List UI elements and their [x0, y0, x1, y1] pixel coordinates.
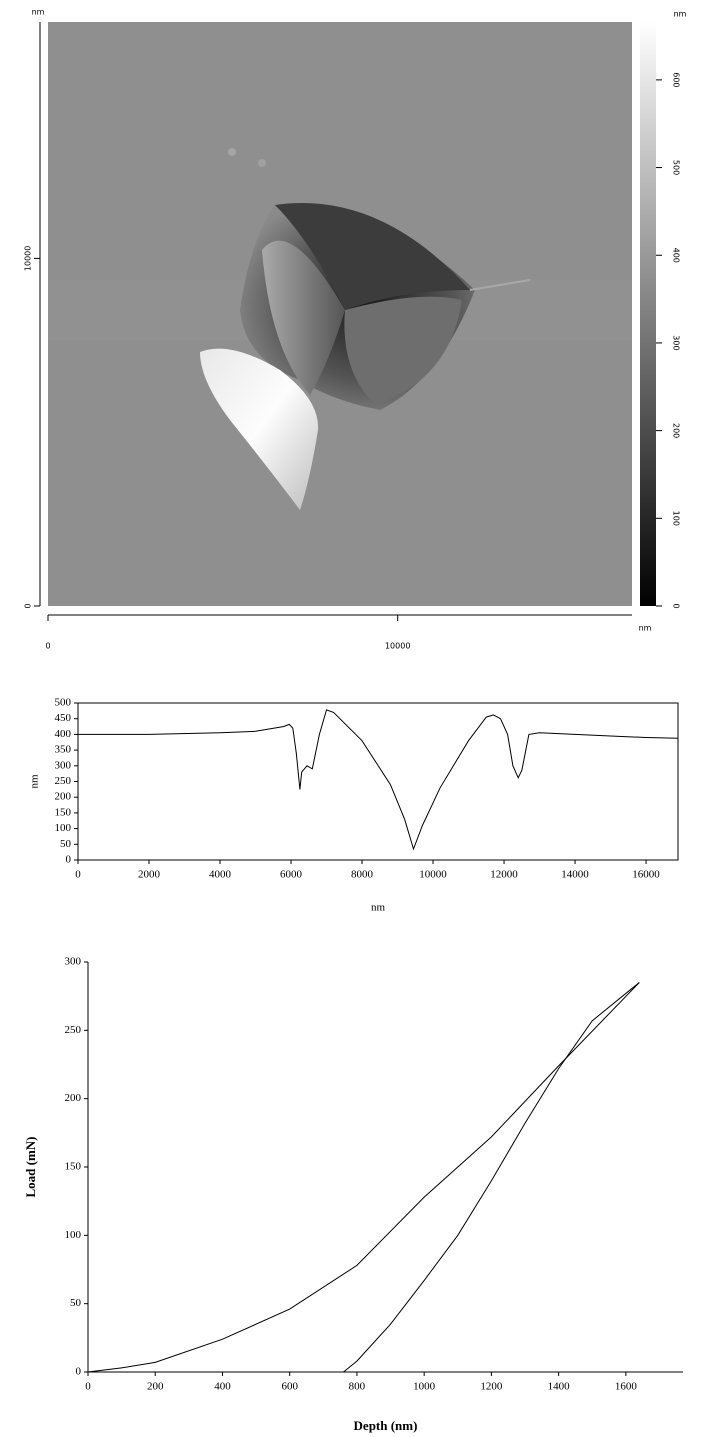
- x-tick-label: 600: [281, 1381, 298, 1393]
- colorbar-tick-label: 100: [672, 511, 681, 526]
- y-tick-label: 300: [65, 956, 82, 968]
- data-line: [343, 982, 640, 1373]
- x-tick-label: 1000: [413, 1381, 436, 1393]
- x-tick-label: 10000: [419, 869, 447, 881]
- x-tick-label: 12000: [490, 869, 518, 881]
- colorbar: [640, 22, 656, 606]
- plot-frame: [77, 702, 679, 861]
- x-tick-label: 200: [147, 1381, 164, 1393]
- y-tick-label: 10000: [24, 246, 33, 271]
- y-tick-label: 0: [66, 854, 72, 866]
- y-tick-label: 350: [55, 744, 72, 756]
- colorbar-tick-label: 400: [672, 248, 681, 263]
- y-tick-label: 100: [65, 1229, 82, 1241]
- y-tick-label: 100: [55, 822, 72, 834]
- y-tick-label: 300: [55, 759, 72, 771]
- y-tick-label: 450: [55, 712, 72, 724]
- x-tick-label: 1200: [480, 1381, 503, 1393]
- y-tick-label: 500: [55, 697, 72, 709]
- colorbar-tick-label: 300: [672, 335, 681, 350]
- y-axis-label: nm: [29, 774, 41, 789]
- x-tick-label: 10000: [385, 642, 410, 651]
- y-tick-label: 150: [65, 1161, 82, 1173]
- y-tick-label: 400: [55, 728, 72, 740]
- afm-image: [48, 22, 632, 606]
- x-tick-label: 14000: [561, 869, 589, 881]
- y-axis-label: nm: [32, 8, 45, 17]
- x-tick-label: 1600: [615, 1381, 638, 1393]
- x-tick-label: 400: [214, 1381, 231, 1393]
- y-tick-label: 250: [65, 1024, 82, 1036]
- y-tick-label: 0: [76, 1366, 82, 1378]
- x-axis-label: Depth (nm): [354, 1418, 418, 1433]
- data-line: [87, 982, 640, 1373]
- x-tick-label: 4000: [209, 869, 232, 881]
- colorbar-tick-label: 600: [672, 72, 681, 87]
- x-tick-label: 0: [85, 1381, 91, 1393]
- x-axis-label: nm: [639, 624, 652, 633]
- x-tick-label: 0: [45, 642, 50, 651]
- x-tick-label: 800: [349, 1381, 366, 1393]
- x-tick-label: 2000: [138, 869, 161, 881]
- y-tick-label: 50: [60, 838, 72, 850]
- colorbar-tick-label: 0: [672, 603, 681, 608]
- y-tick-label: 150: [55, 806, 72, 818]
- x-tick-label: 16000: [632, 869, 660, 881]
- data-line: [78, 709, 679, 851]
- x-tick-label: 6000: [280, 869, 303, 881]
- x-tick-label: 1400: [548, 1381, 571, 1393]
- colorbar-tick-label: 200: [672, 423, 681, 438]
- y-tick-label: 200: [65, 1092, 82, 1104]
- y-axis-label: Load (mN): [23, 1136, 38, 1197]
- x-axis-label: nm: [371, 902, 386, 914]
- y-tick-label: 50: [70, 1297, 82, 1309]
- y-tick-label: 250: [55, 775, 72, 787]
- y-tick-label: 200: [55, 791, 72, 803]
- x-tick-label: 8000: [351, 869, 374, 881]
- colorbar-label: nm: [674, 10, 687, 19]
- colorbar-tick-label: 500: [672, 160, 681, 175]
- x-tick-label: 0: [75, 869, 81, 881]
- y-tick-label: 0: [24, 603, 33, 608]
